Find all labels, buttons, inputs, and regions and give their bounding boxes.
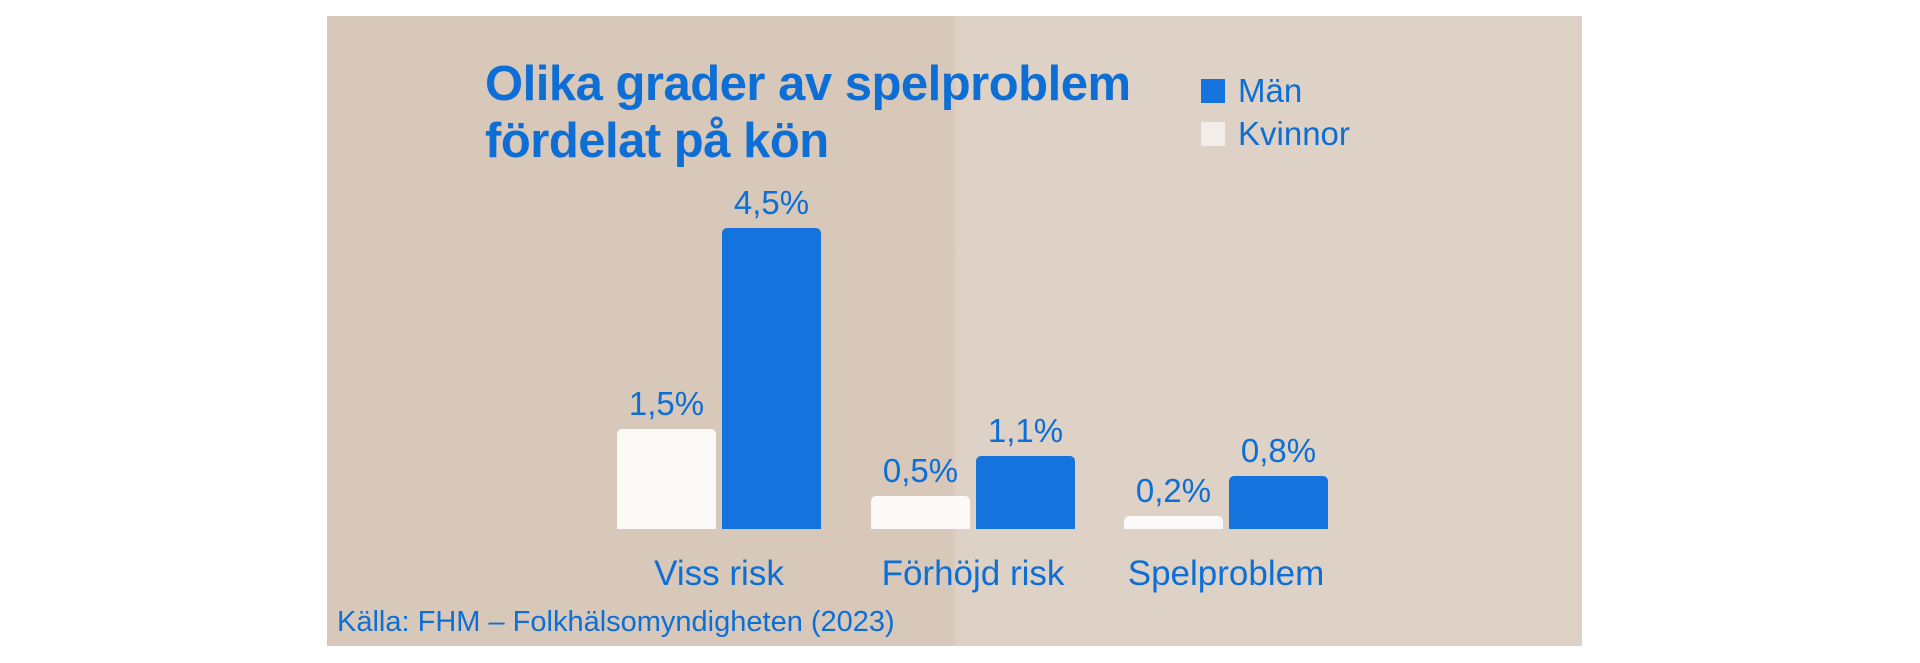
bar-group-2: 0,5% 1,1% bbox=[871, 414, 1075, 529]
bar-value-label: 4,5% bbox=[733, 184, 810, 221]
chart-title: Olika grader av spelproblem fördelat på … bbox=[485, 56, 1131, 170]
bar-män bbox=[1229, 476, 1328, 529]
category-label: Viss risk bbox=[654, 554, 784, 593]
bar-män bbox=[976, 456, 1075, 529]
category-label: Spelproblem bbox=[1127, 554, 1325, 593]
bar-column: 0,2% bbox=[1124, 474, 1223, 529]
bar-column: 4,5% bbox=[722, 186, 821, 529]
bar-group-3: 0,2% 0,8% bbox=[1124, 434, 1328, 529]
bar-column: 0,5% bbox=[871, 454, 970, 529]
bar-value-label: 1,1% bbox=[987, 412, 1064, 449]
bar-män bbox=[722, 228, 821, 529]
bar-column: 1,5% bbox=[617, 387, 716, 529]
legend-row-men: Män bbox=[1201, 74, 1350, 108]
bar-kvinnor bbox=[1124, 516, 1223, 529]
bar-column: 0,8% bbox=[1229, 434, 1328, 529]
chart-panel: Olika grader av spelproblem fördelat på … bbox=[327, 16, 1582, 646]
bar-kvinnor bbox=[871, 496, 970, 529]
bar-value-label: 0,5% bbox=[882, 452, 959, 489]
chart-title-line1: Olika grader av spelproblem bbox=[485, 57, 1131, 111]
bar-plot: 1,5% 4,5% Viss risk 0,5% 1,1% Förhöjd risk 0,2… bbox=[327, 16, 1582, 646]
legend-row-women: Kvinnor bbox=[1201, 117, 1350, 151]
bar-group-1: 1,5% 4,5% bbox=[617, 186, 821, 529]
women-color-swatch bbox=[1201, 122, 1225, 146]
legend: Män Kvinnor bbox=[1201, 74, 1350, 151]
men-color-swatch bbox=[1201, 79, 1225, 103]
bar-kvinnor bbox=[617, 429, 716, 529]
source-note: Källa: FHM – Folkhälsomyndigheten (2023) bbox=[337, 606, 895, 638]
legend-label-men: Män bbox=[1238, 72, 1303, 109]
chart-title-line2: fördelat på kön bbox=[485, 114, 829, 168]
legend-label-women: Kvinnor bbox=[1238, 115, 1350, 152]
bar-value-label: 0,8% bbox=[1240, 432, 1317, 469]
bar-value-label: 0,2% bbox=[1135, 472, 1212, 509]
bar-column: 1,1% bbox=[976, 414, 1075, 529]
bar-value-label: 1,5% bbox=[628, 385, 705, 422]
category-label: Förhöjd risk bbox=[881, 554, 1065, 593]
